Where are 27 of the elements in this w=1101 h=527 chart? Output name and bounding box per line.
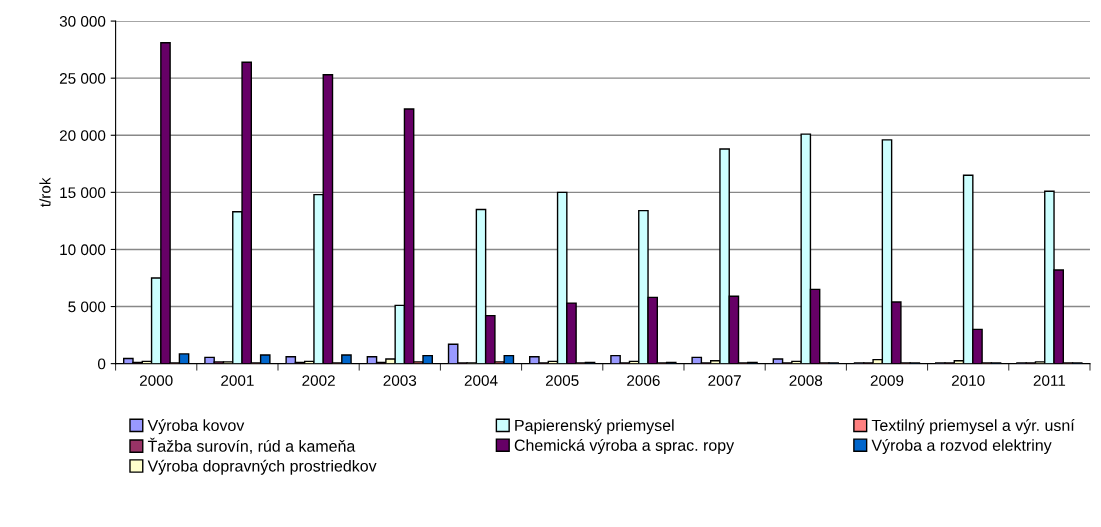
y-tick-label: 20 000 [59, 130, 106, 141]
x-tick-label: 2002 [302, 375, 335, 386]
x-tick-label: 2000 [139, 375, 173, 386]
x-tick-label: 2001 [221, 375, 254, 386]
legend-label: Papierenský priemysel [515, 419, 674, 435]
y-tick-label: 30 000 [59, 15, 106, 27]
legend-label: Výroba a rozvod elektriny [871, 438, 1052, 455]
x-tick-label: 2007 [708, 375, 741, 386]
y-tick-label: 25 000 [59, 73, 106, 84]
x-tick-label: 2006 [627, 375, 660, 386]
legend-label: Textilný priemysel a výr. usní [871, 419, 1075, 435]
x-tick-label: 2004 [464, 375, 498, 386]
legend-label: Ťažba surovín, rúd a kameňa [147, 437, 356, 454]
x-tick-label: 2011 [1033, 375, 1066, 386]
y-axis-title: t/rok [39, 177, 51, 207]
y-tick-label: 15 000 [60, 187, 106, 199]
legend-label: Výroba kovov [147, 419, 245, 435]
x-tick-label: 2005 [545, 375, 579, 386]
legend-label: Výroba dopravných prostriedkov [147, 459, 377, 475]
x-tick-label: 2008 [789, 375, 823, 386]
x-tick-label: 2009 [870, 375, 904, 386]
x-tick-label: 2010 [951, 375, 985, 386]
y-tick-label: 0 [97, 358, 106, 370]
y-tick-label: 5 000 [68, 301, 106, 313]
legend-label: Chemická výroba a sprac. ropy [514, 438, 735, 455]
x-tick-label: 2003 [383, 375, 417, 386]
y-tick-label: 10 000 [60, 244, 106, 256]
